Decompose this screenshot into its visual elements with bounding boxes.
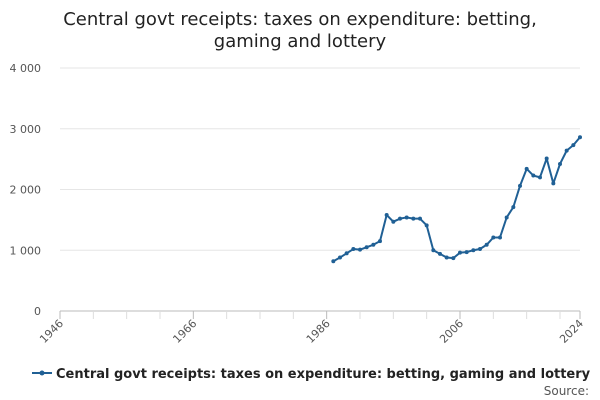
y-tick-label: 0	[34, 305, 41, 318]
data-point	[331, 259, 336, 264]
data-point	[484, 242, 489, 247]
data-point	[378, 239, 382, 244]
data-point	[538, 175, 542, 180]
data-point	[578, 135, 582, 140]
data-point	[478, 247, 482, 252]
data-point	[418, 216, 422, 221]
data-point	[391, 219, 396, 224]
data-point	[398, 216, 402, 221]
data-point	[471, 248, 476, 253]
data-point	[511, 205, 516, 210]
data-point	[564, 148, 569, 153]
data-point	[558, 161, 562, 166]
data-point	[384, 213, 389, 218]
data-point	[451, 256, 456, 261]
data-point	[458, 250, 462, 255]
data-point	[364, 245, 369, 250]
source-label: Source:	[544, 384, 589, 398]
x-tick-label: 2006	[437, 317, 466, 346]
data-point	[571, 143, 576, 148]
y-tick-label: 1 000	[10, 244, 42, 257]
x-tick-label: 1986	[304, 317, 333, 346]
chart-title-line-1: Central govt receipts: taxes on expendit…	[63, 9, 537, 30]
data-point	[464, 250, 469, 255]
y-tick-label: 2 000	[10, 184, 42, 197]
data-point	[424, 223, 429, 228]
x-tick-label: 1946	[37, 317, 66, 346]
data-point	[344, 251, 349, 256]
data-point	[411, 216, 416, 221]
y-axis-ticks: 0 1 000 2 000 3 000 4 000	[10, 62, 42, 318]
data-point	[431, 248, 436, 253]
data-point	[371, 242, 376, 247]
data-point	[351, 247, 356, 252]
data-point	[551, 181, 556, 186]
x-tick-label: 1966	[170, 317, 199, 346]
data-point	[498, 235, 502, 240]
legend: Central govt receipts: taxes on expendit…	[32, 367, 591, 382]
data-point	[531, 173, 536, 178]
series-group	[331, 135, 582, 264]
data-point	[338, 255, 342, 260]
data-point	[518, 183, 522, 188]
data-point	[491, 235, 496, 240]
gridlines	[60, 67, 580, 251]
y-tick-label: 3 000	[10, 123, 42, 136]
chart-title-line-2: gaming and lottery	[214, 31, 387, 52]
data-point	[404, 215, 409, 220]
x-tick-label: 2024	[557, 317, 586, 346]
y-tick-label: 4 000	[10, 62, 42, 75]
data-point	[444, 255, 449, 260]
series-line	[332, 136, 581, 263]
x-axis: 1946 1966 1986 2006 2024	[37, 310, 586, 346]
data-point	[504, 215, 509, 220]
legend-label: Central govt receipts: taxes on expendit…	[56, 367, 591, 382]
data-point	[524, 166, 529, 171]
data-point	[358, 247, 362, 252]
legend-point-marker	[39, 370, 45, 376]
data-point	[544, 156, 549, 161]
data-point	[438, 251, 442, 256]
